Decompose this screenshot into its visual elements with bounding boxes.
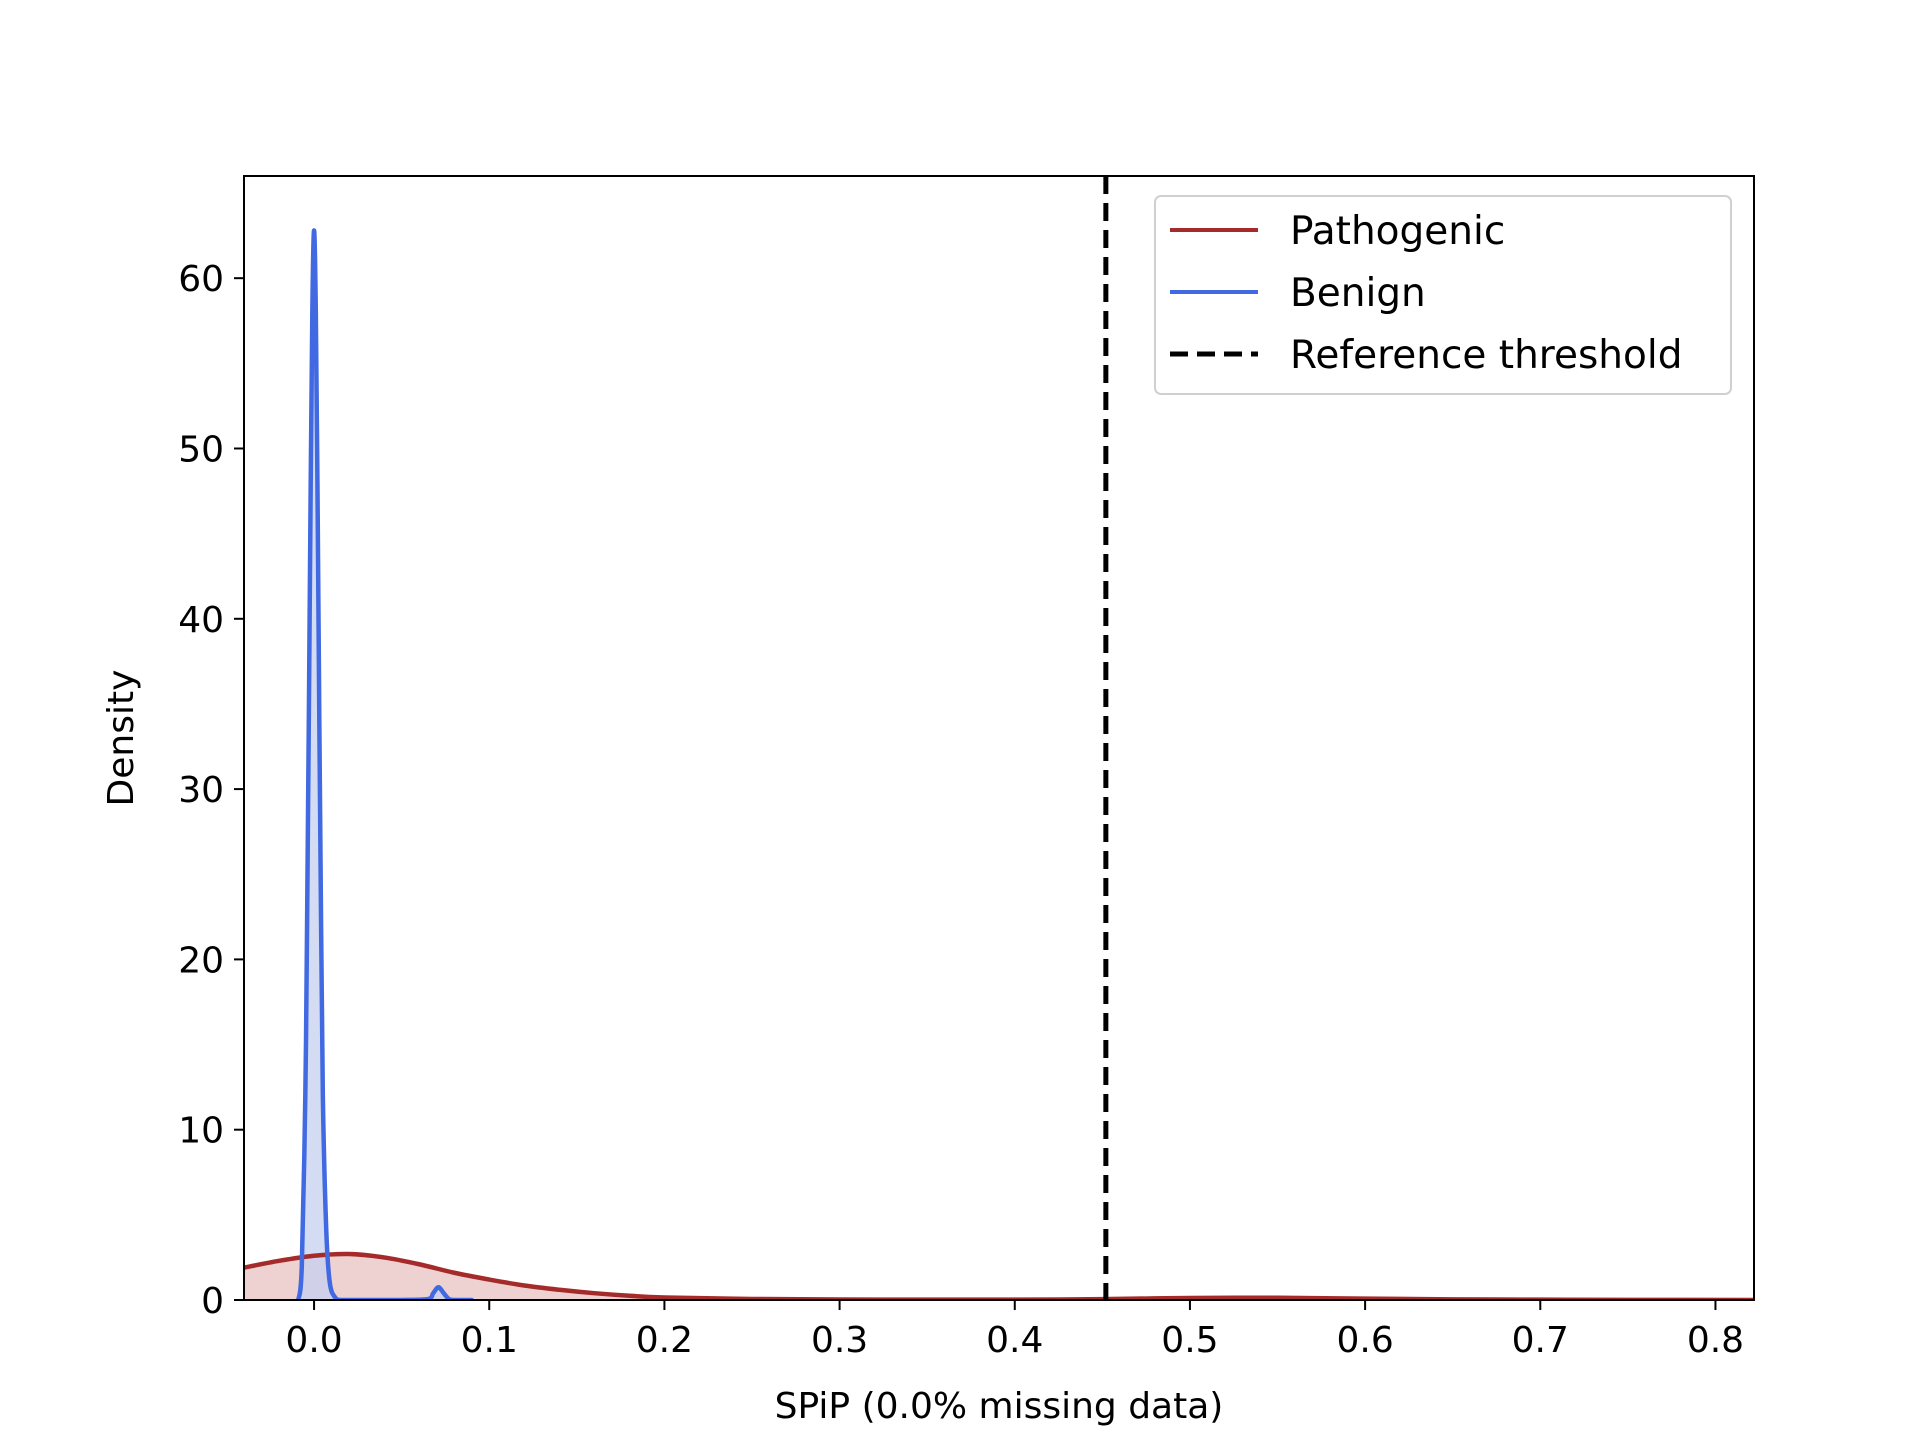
legend-pathogenic-label: Pathogenic (1290, 209, 1505, 254)
x-axis-ticks: 0.0 0.1 0.2 0.3 0.4 0.5 0.6 0.7 0.8 (285, 1300, 1744, 1361)
x-tick-label: 0.8 (1687, 1320, 1744, 1361)
y-axis-label: Density (101, 670, 142, 807)
x-tick-label: 0.2 (636, 1320, 693, 1361)
x-tick-label: 0.6 (1336, 1320, 1393, 1361)
x-tick-label: 0.4 (986, 1320, 1043, 1361)
legend-frame (1154, 195, 1732, 395)
y-tick-label: 40 (178, 600, 224, 641)
pathogenic-density-line (244, 1251, 1754, 1300)
y-tick-label: 60 (178, 259, 224, 300)
plot-area (244, 176, 1754, 1300)
x-tick-label: 0.7 (1512, 1320, 1569, 1361)
y-tick-label: 30 (178, 770, 224, 811)
series-layer (244, 228, 1754, 1300)
legend-benign-label: Benign (1290, 271, 1426, 316)
legend: Pathogenic Benign Reference threshold (1154, 195, 1732, 395)
x-tick-label: 0.1 (461, 1320, 518, 1361)
axes-frame (243, 175, 1755, 1301)
pathogenic-density-fill (244, 1253, 1754, 1300)
y-tick-label: 50 (178, 429, 224, 470)
y-tick-label: 10 (178, 1111, 224, 1152)
x-tick-label: 0.0 (285, 1320, 342, 1361)
legend-reference-label: Reference threshold (1290, 333, 1682, 378)
y-tick-label: 20 (178, 940, 224, 981)
y-axis-ticks: 0 10 20 30 40 50 60 (178, 259, 244, 1322)
benign-density-line (296, 228, 474, 1300)
x-tick-label: 0.3 (811, 1320, 868, 1361)
y-tick-label: 0 (201, 1281, 224, 1322)
x-tick-label: 0.5 (1161, 1320, 1218, 1361)
x-axis-label: SPiP (0.0% missing data) (775, 1386, 1224, 1427)
